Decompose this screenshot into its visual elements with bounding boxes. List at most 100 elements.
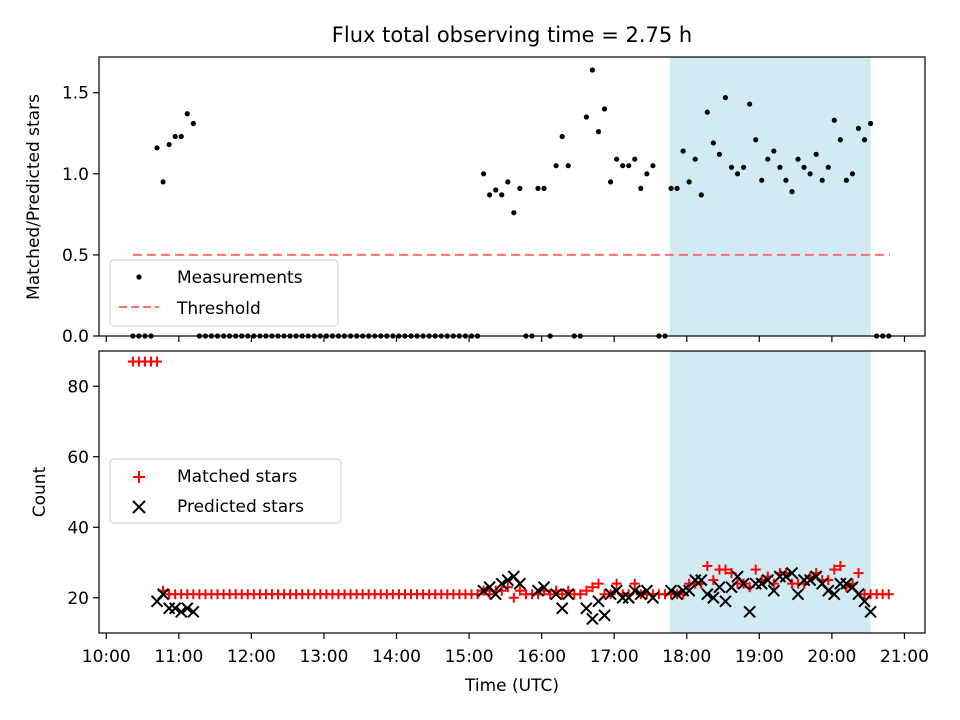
matched-star-point: [514, 585, 525, 596]
legend-entry-matched: Matched stars: [177, 467, 297, 487]
measurement-point: [607, 179, 614, 185]
predicted-star-point: [628, 584, 641, 597]
predicted-star-point: [664, 584, 678, 597]
matched-star-point: [557, 589, 568, 600]
chart-title: Flux total observing time = 2.75 h: [332, 23, 692, 47]
measurement-point: [759, 177, 765, 183]
predicted-star-point: [682, 584, 696, 597]
matched-star-point: [883, 589, 894, 600]
measurement-point: [861, 137, 868, 143]
x-tick-label: 16:00: [517, 647, 566, 667]
matched-star-point: [152, 356, 163, 367]
matched-star-point: [575, 589, 586, 600]
matched-star-point: [508, 592, 519, 603]
measurement-point: [487, 192, 493, 198]
predicted-star-point: [670, 588, 684, 601]
predicted-star-point: [513, 577, 527, 590]
measurement-point: [166, 141, 172, 148]
measurement-point: [553, 163, 559, 169]
predicted-star-point: [755, 577, 768, 590]
measurement-point: [517, 185, 523, 191]
x-tick-label: 13:00: [299, 647, 348, 667]
y-tick-label: 80: [67, 377, 89, 397]
y-tick-label: 40: [67, 518, 89, 538]
predicted-star-point: [719, 595, 732, 608]
predicted-star-point: [864, 605, 877, 619]
measurement-point: [843, 177, 849, 183]
measurement-point: [595, 129, 602, 135]
measurement-point: [789, 189, 795, 195]
predicted-star-point: [725, 580, 738, 594]
y-tick-label: 1.5: [62, 84, 89, 104]
measurement-point: [674, 185, 680, 191]
predicted-star-point: [701, 588, 714, 601]
matched-star-point: [629, 578, 640, 589]
predicted-star-point: [187, 605, 200, 619]
predicted-star-point: [501, 573, 514, 587]
measurement-point: [716, 151, 723, 157]
predicted-star-point: [531, 584, 545, 597]
predicted-star-point: [634, 588, 648, 601]
y-axis: 0.0 0.5 1.0 1.5: [62, 84, 99, 347]
measurement-point: [698, 192, 704, 198]
measurement-point: [837, 137, 843, 143]
y-tick-label: 1.0: [62, 165, 89, 185]
measurement-point: [777, 164, 783, 170]
measurement-point: [541, 185, 547, 191]
predicted-star-point: [828, 588, 841, 601]
predicted-star-point: [580, 602, 593, 615]
measurement-point: [855, 125, 862, 131]
predicted-star-point: [598, 609, 611, 622]
highlight-span-rect: [669, 351, 871, 633]
measurement-point: [505, 179, 511, 185]
measurement-point: [686, 179, 692, 185]
x-tick-label: 21:00: [880, 647, 929, 667]
y-tick-label: 60: [67, 448, 89, 468]
predicted-legend-marker: [132, 500, 146, 514]
measurement-point: [807, 171, 813, 177]
measurement-point: [565, 163, 571, 169]
predicted-star-point: [489, 588, 502, 601]
predicted-star-point: [743, 605, 756, 619]
predicted-star-point: [791, 588, 805, 601]
predicted-star-point: [604, 588, 617, 601]
predicted-star-point: [713, 580, 726, 594]
predicted-star-point: [822, 584, 835, 597]
predicted-star-point: [156, 588, 170, 601]
measurement-point: [493, 187, 499, 193]
measurement-point: [753, 137, 759, 143]
plot-frame: [98, 56, 926, 337]
predicted-star-point: [477, 584, 490, 597]
predicted-star-point: [537, 580, 551, 594]
measurement-point: [644, 171, 650, 177]
measurement-point: [704, 109, 710, 115]
y-tick-label: 20: [67, 589, 89, 609]
matched-star-point: [853, 568, 864, 579]
measurement-point: [831, 117, 837, 123]
x-tick-label: 20:00: [807, 647, 856, 667]
measurement-point: [668, 185, 674, 191]
predicted-star-point: [586, 612, 599, 626]
matched-star-point: [545, 589, 556, 600]
measurement-point: [740, 164, 747, 170]
predicted-star-point: [761, 573, 774, 587]
measurement-point: [184, 111, 190, 117]
measurement-point: [160, 179, 166, 185]
predicted-stars-points: [150, 566, 877, 626]
measurement-point: [172, 133, 178, 140]
x-axis-ticks: [105, 336, 906, 342]
legend: Matched stars Predicted stars: [109, 458, 342, 524]
measurement-point: [632, 156, 638, 162]
x-axis: 10:00 11:00 12:00 13:00 14:00 15:00 16:00 17:00…: [82, 633, 929, 667]
x-tick-label: 18:00: [662, 647, 711, 667]
matched-star-point: [581, 585, 592, 596]
x-tick-label: 12:00: [227, 647, 276, 667]
legend-entry-threshold: Threshold: [176, 299, 261, 319]
matched-legend-marker: [133, 471, 145, 483]
measurement-point: [867, 120, 874, 127]
measurement-point: [734, 171, 741, 177]
x-tick-label: 11:00: [154, 647, 203, 667]
predicted-star-point: [695, 573, 708, 587]
measurement-point: [511, 210, 517, 216]
